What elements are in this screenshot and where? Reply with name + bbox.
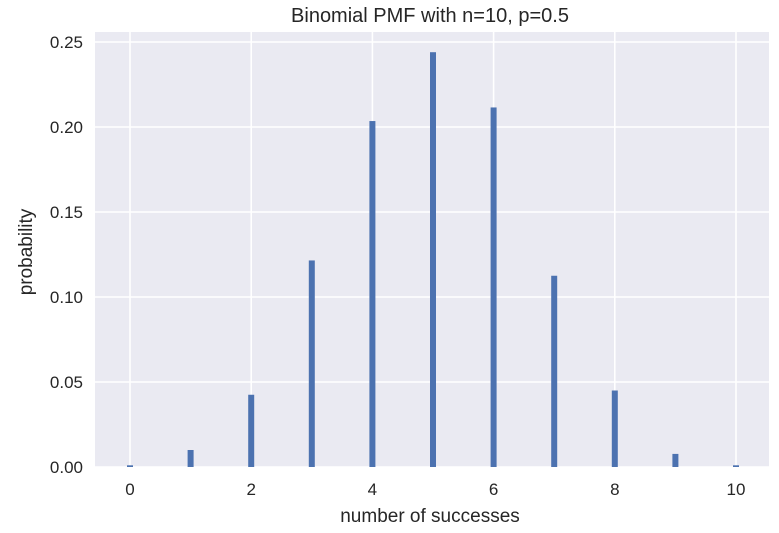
y-tick-label: 0.05 — [50, 373, 83, 392]
bar-9 — [672, 453, 679, 467]
bar-5 — [430, 52, 436, 467]
x-tick-labels: 0 2 4 6 8 10 — [125, 480, 745, 499]
x-tick-label: 6 — [489, 480, 498, 499]
x-tick-label: 8 — [610, 480, 619, 499]
bar-10 — [733, 465, 739, 467]
y-tick-labels: 0.00 0.05 0.10 0.15 0.20 0.25 — [50, 33, 83, 477]
bar-0 — [127, 465, 133, 467]
bar-3 — [308, 260, 315, 467]
x-tick-label: 10 — [727, 480, 746, 499]
y-tick-label: 0.00 — [50, 458, 83, 477]
bar-8 — [611, 390, 618, 467]
bar-2 — [248, 394, 255, 467]
y-tick-label: 0.25 — [50, 33, 83, 52]
x-tick-label: 0 — [125, 480, 134, 499]
y-tick-label: 0.10 — [50, 288, 83, 307]
x-tick-label: 4 — [368, 480, 377, 499]
bar-6 — [490, 107, 497, 467]
bar-1 — [187, 450, 194, 467]
bar-7 — [551, 275, 558, 467]
y-axis-label: probability — [16, 208, 37, 295]
chart-title: Binomial PMF with n=10, p=0.5 — [291, 5, 569, 27]
x-tick-label: 2 — [246, 480, 255, 499]
y-tick-label: 0.15 — [50, 203, 83, 222]
bar-4 — [369, 121, 376, 468]
y-tick-label: 0.20 — [50, 118, 83, 137]
x-axis-label: number of successes — [340, 506, 520, 527]
bars — [127, 52, 739, 468]
